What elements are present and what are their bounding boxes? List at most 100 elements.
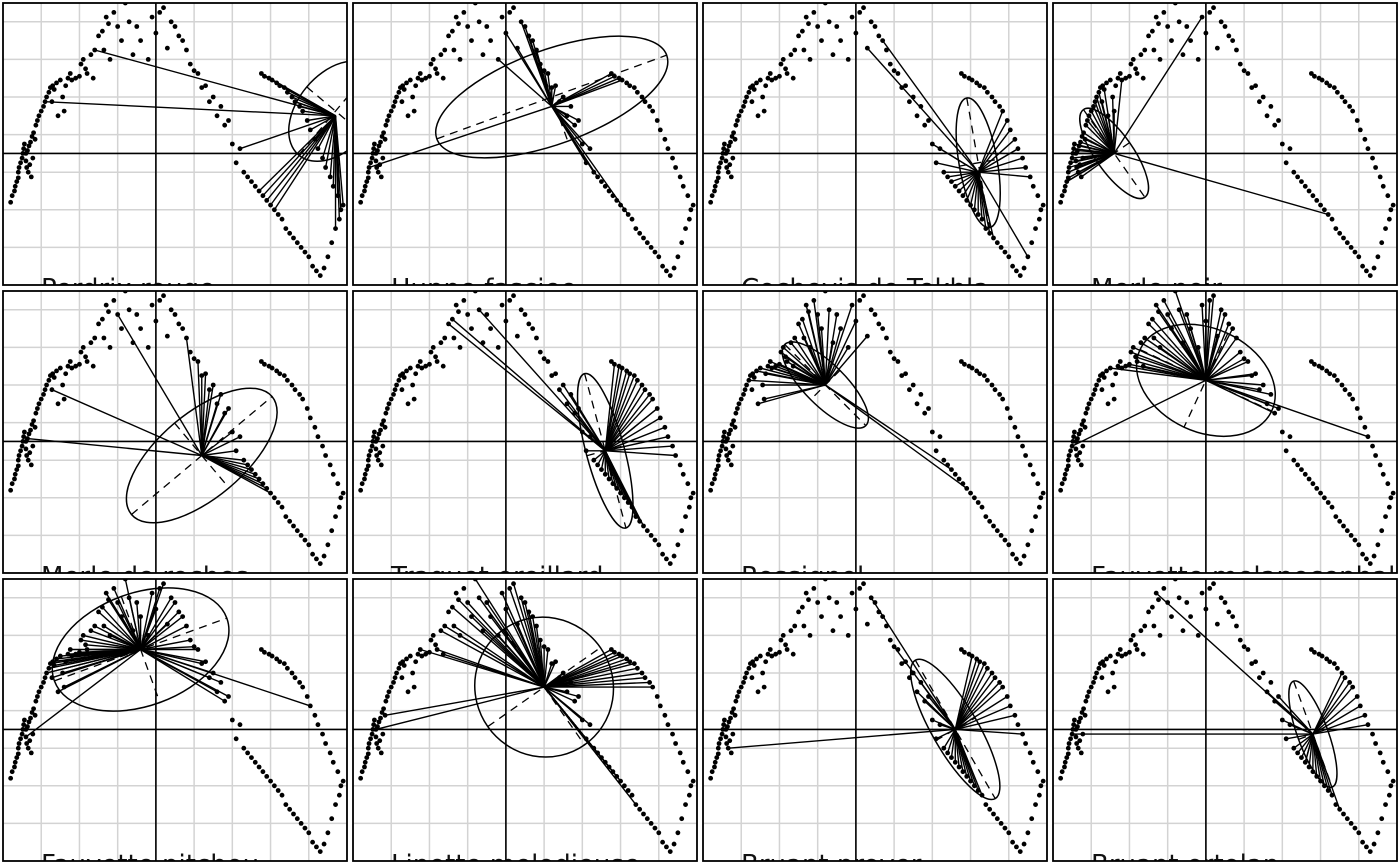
data-point: [715, 457, 721, 463]
star-line: [943, 729, 956, 749]
data-point: [297, 104, 303, 109]
data-point: [1356, 542, 1362, 548]
data-point: [783, 66, 788, 72]
data-point: [126, 595, 132, 601]
data-point: [595, 174, 601, 180]
data-point: [1245, 647, 1251, 652]
data-point: [1370, 443, 1375, 449]
data-point: [380, 155, 386, 161]
data-point: [73, 75, 79, 81]
data-point: [1287, 146, 1293, 152]
data-point: [1058, 487, 1064, 493]
data-point: [362, 764, 367, 770]
data-point: [945, 750, 951, 756]
ellipse-minor-axis: [583, 373, 627, 529]
data-point: [654, 694, 660, 699]
data-point: [442, 335, 448, 341]
data-point: [83, 66, 88, 72]
ellipse-minor-axis: [174, 422, 230, 489]
data-point: [404, 368, 409, 374]
data-point: [1030, 759, 1036, 765]
data-point: [210, 670, 216, 676]
data-point: [323, 741, 328, 746]
data-point: [84, 71, 90, 76]
data-point: [373, 734, 379, 740]
data-point: [526, 321, 532, 327]
data-point: [715, 463, 721, 469]
data-point: [258, 71, 264, 76]
data-point: [1360, 839, 1365, 845]
data-point: [24, 741, 30, 746]
data-point: [735, 118, 740, 123]
data-point: [657, 703, 663, 709]
star-line: [1312, 677, 1346, 735]
data-point: [365, 457, 371, 463]
data-point: [369, 443, 375, 449]
data-point: [727, 162, 733, 168]
data-point: [233, 160, 239, 166]
data-point: [989, 670, 995, 676]
data-point: [849, 590, 855, 596]
data-point: [1069, 731, 1075, 737]
data-point: [1075, 724, 1080, 729]
data-point: [107, 345, 113, 350]
data-point: [60, 94, 66, 100]
data-point: [373, 158, 379, 164]
data-point: [564, 689, 570, 695]
data-point: [997, 680, 1003, 685]
data-point: [307, 127, 313, 133]
data-point: [868, 595, 874, 601]
data-point: [746, 89, 752, 95]
data-point: [300, 684, 306, 690]
data-point: [1388, 783, 1394, 789]
data-point: [430, 633, 436, 638]
star-line: [201, 408, 230, 456]
star-line: [954, 655, 973, 730]
star-line: [824, 347, 849, 386]
data-point: [560, 94, 566, 100]
data-point: [652, 825, 658, 831]
data-point: [941, 745, 947, 751]
data-point: [1203, 30, 1209, 36]
star-line: [824, 384, 952, 471]
data-point: [730, 443, 736, 449]
data-point: [27, 162, 33, 168]
data-point: [1138, 340, 1144, 346]
data-point: [1029, 816, 1035, 822]
data-point: [1149, 28, 1155, 34]
data-point: [291, 235, 296, 241]
data-point: [29, 710, 35, 715]
data-point: [407, 653, 413, 659]
data-point: [718, 736, 723, 742]
data-point: [1306, 188, 1312, 194]
panel-plot-area: Merle noir: [1053, 3, 1397, 304]
data-point: [1117, 71, 1123, 76]
data-point: [914, 401, 920, 407]
data-point: [1260, 382, 1266, 388]
data-point: [634, 377, 640, 383]
data-point: [503, 30, 509, 36]
data-point: [981, 85, 987, 90]
data-point: [256, 188, 262, 194]
data-point: [375, 724, 380, 729]
data-point: [499, 302, 505, 308]
data-point: [1299, 467, 1304, 472]
data-point: [1371, 553, 1377, 559]
data-point: [1214, 45, 1220, 51]
data-point: [557, 99, 562, 105]
data-point: [69, 365, 75, 371]
data-point: [306, 830, 312, 836]
panel: Merle noir: [1052, 2, 1398, 304]
data-point: [608, 359, 614, 364]
data-point: [1257, 675, 1262, 681]
data-point: [372, 429, 377, 435]
data-point: [187, 61, 193, 67]
data-point: [754, 656, 759, 662]
panel-title: Merle noir: [1091, 274, 1222, 304]
data-point: [811, 298, 817, 303]
data-point: [616, 651, 622, 657]
data-point: [1014, 556, 1019, 562]
star-line: [551, 85, 557, 107]
data-point: [725, 457, 731, 463]
data-point: [249, 179, 254, 185]
